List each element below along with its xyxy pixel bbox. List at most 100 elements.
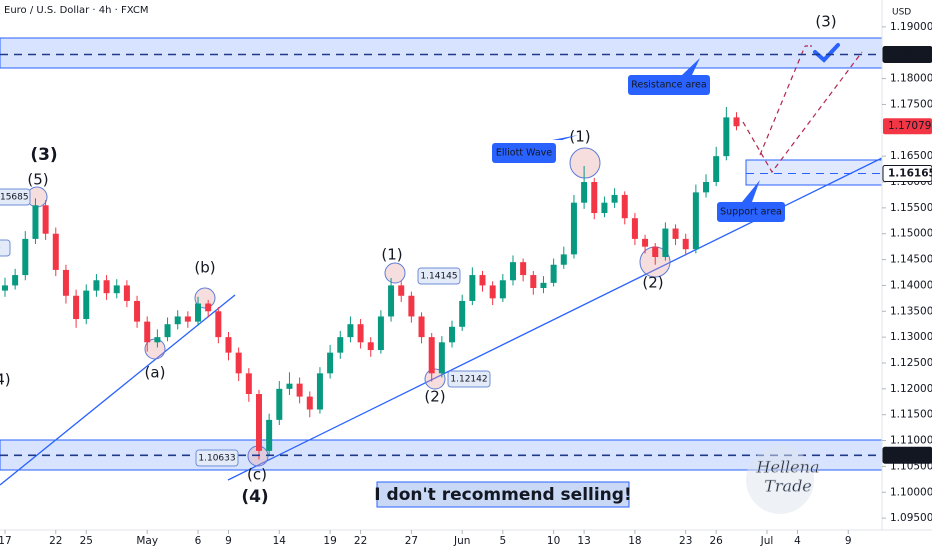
price-note-box [447, 370, 491, 388]
wave-circle [424, 368, 446, 390]
y-tick-label: 1.11500 [890, 409, 932, 421]
candle-body [266, 419, 273, 451]
price-badge-label: 1.18466 [888, 48, 932, 60]
candle-body [652, 246, 659, 257]
candle-body [611, 194, 618, 203]
candle-body [449, 326, 456, 343]
candle-body [591, 182, 598, 214]
x-tick-label: 9 [845, 535, 852, 547]
x-tick-label: 19 [323, 535, 336, 547]
y-tick-label: 1.09500 [890, 512, 932, 524]
candle-body [733, 117, 740, 127]
candle-body [672, 228, 679, 239]
candle-body [631, 218, 638, 239]
x-tick-label: 14 [273, 535, 287, 547]
candle-body [306, 396, 313, 410]
wave-label: (3) [30, 145, 57, 165]
candle-body [499, 280, 506, 299]
candle-body [32, 205, 39, 239]
callout-box [717, 202, 785, 222]
note-text: I don't recommend selling! [374, 485, 631, 505]
candle-body [550, 264, 557, 283]
price-note-box [0, 239, 11, 257]
y-tick-label: 1.10000 [890, 486, 932, 498]
candle-body [296, 383, 303, 397]
x-tick-label: 23 [679, 535, 692, 547]
candle-body [509, 262, 516, 281]
candle-body [93, 280, 100, 291]
resistance-zone [0, 37, 883, 69]
candle-body [123, 285, 130, 301]
callout-text: Resistance area [631, 80, 706, 91]
candle-body [489, 285, 496, 299]
y-tick-label: 1.11000 [890, 435, 932, 447]
y-tick-label: 1.15000 [890, 228, 932, 240]
x-tick-label: 25 [80, 535, 93, 547]
y-tick-label: 1.15500 [890, 202, 932, 214]
x-tick-label: 6 [195, 535, 202, 547]
candle-body [184, 316, 191, 322]
candle-body [235, 352, 242, 374]
candle-body [520, 262, 527, 276]
x-tick-label: 27 [405, 535, 418, 547]
watermark: Trade [764, 477, 812, 496]
candle-body [12, 275, 19, 286]
candle-body [581, 182, 588, 203]
candle-body [642, 238, 649, 247]
x-tick-label: 10 [547, 535, 560, 547]
x-tick-label: 22 [49, 535, 62, 547]
x-tick-label: May [136, 535, 158, 547]
candle-body [255, 394, 262, 451]
candle-body [692, 192, 699, 250]
candle-body [408, 295, 415, 317]
candle-body [225, 337, 232, 353]
wave-label: (4) [0, 371, 11, 389]
wave-label: (c) [247, 466, 267, 484]
currency: USD [892, 8, 911, 18]
candle-body [418, 316, 425, 338]
candle-body [113, 285, 120, 294]
y-tick-label: 1.19000 [890, 21, 932, 33]
y-tick-label: 1.18000 [890, 73, 932, 85]
callout-text: Support area [720, 207, 782, 218]
candle-body [52, 233, 59, 270]
x-tick-label: 9 [225, 535, 232, 547]
y-tick-label: 1.14000 [890, 279, 932, 291]
x-tick-label: 5 [499, 535, 506, 547]
y-tick-label: 1.13000 [890, 331, 932, 343]
price-note: 1.10633 [198, 454, 235, 464]
candle-body [469, 275, 476, 301]
candle-body [42, 205, 49, 234]
candle-body [1, 285, 8, 291]
wave-circle [569, 147, 601, 179]
candle-body [286, 383, 293, 389]
candle-body [103, 280, 110, 294]
wave-label: (2) [642, 274, 663, 292]
candle-body [662, 228, 669, 257]
candle-body [174, 316, 181, 325]
wave-label: (3) [815, 13, 836, 31]
wave-label: (1) [569, 128, 590, 146]
candle-body [570, 202, 577, 255]
x-tick-label: Jul [760, 535, 774, 547]
drawings [0, 37, 883, 486]
candle-body [144, 321, 151, 343]
candle-body [601, 202, 608, 214]
candle-body [428, 337, 435, 374]
trend-line [0, 294, 236, 486]
candle-body [540, 282, 547, 289]
wave-label: (4) [241, 487, 268, 507]
candle-body [22, 238, 29, 276]
x-tick-label: Jun [453, 535, 470, 547]
candle-body [327, 352, 334, 374]
candle-body [337, 337, 344, 353]
candle-body [367, 342, 374, 351]
last-price-badge [883, 118, 932, 135]
wave-label: (1) [381, 246, 402, 264]
candle-body [347, 324, 354, 338]
callout-box [492, 143, 556, 163]
price-note-box [195, 449, 239, 467]
price-note-box [417, 267, 461, 285]
wave-label: (a) [145, 364, 166, 382]
last-price-label: 1.17079 [888, 120, 931, 132]
